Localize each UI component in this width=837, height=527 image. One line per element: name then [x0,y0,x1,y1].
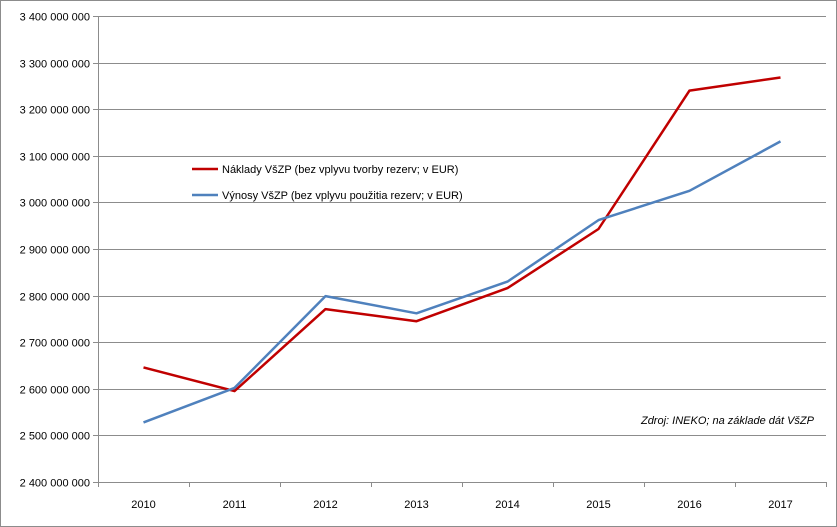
legend: Náklady VšZP (bez vplyvu tvorby rezerv; … [192,164,463,202]
y-tick-label: 3 400 000 000 [20,12,90,24]
y-tick-label: 2 500 000 000 [20,431,90,443]
y-tick-label: 3 200 000 000 [20,105,90,117]
y-axis-tick-labels: 2 400 000 000 2 500 000 000 2 600 000 000 2… [20,12,90,490]
y-tick-label: 2 400 000 000 [20,478,90,490]
x-tick-label: 2014 [495,499,519,511]
x-tick-label: 2012 [313,499,337,511]
y-tick-label: 2 900 000 000 [20,245,90,257]
series-line-2 [143,140,782,424]
y-tick-label: 2 700 000 000 [20,338,90,350]
series-line-1 [143,76,781,393]
x-tick-label: 2015 [586,499,610,511]
x-tick-label: 2016 [677,499,701,511]
axes [93,16,827,487]
y-tick-label: 3 100 000 000 [20,152,90,164]
source-annotation: Zdroj: INEKO; na základe dát VšZP [640,415,815,427]
legend-label: Náklady VšZP (bez vplyvu tvorby rezerv; … [222,164,458,176]
x-tick-label: 2017 [768,499,792,511]
y-tick-label: 3 300 000 000 [20,59,90,71]
y-tick-label: 2 600 000 000 [20,385,90,397]
x-tick-label: 2013 [404,499,428,511]
y-tick-label: 3 000 000 000 [20,198,90,210]
x-axis-tick-labels: 2010 2011 2012 2013 2014 2015 2016 2017 [131,499,792,511]
x-tick-label: 2011 [223,499,247,511]
y-tick-label: 2 800 000 000 [20,292,90,304]
gridlines [98,16,826,436]
series-lines [143,76,782,424]
legend-label: Výnosy VšZP (bez vplyvu použitia rezerv;… [222,190,463,202]
x-tick-label: 2010 [131,499,155,511]
